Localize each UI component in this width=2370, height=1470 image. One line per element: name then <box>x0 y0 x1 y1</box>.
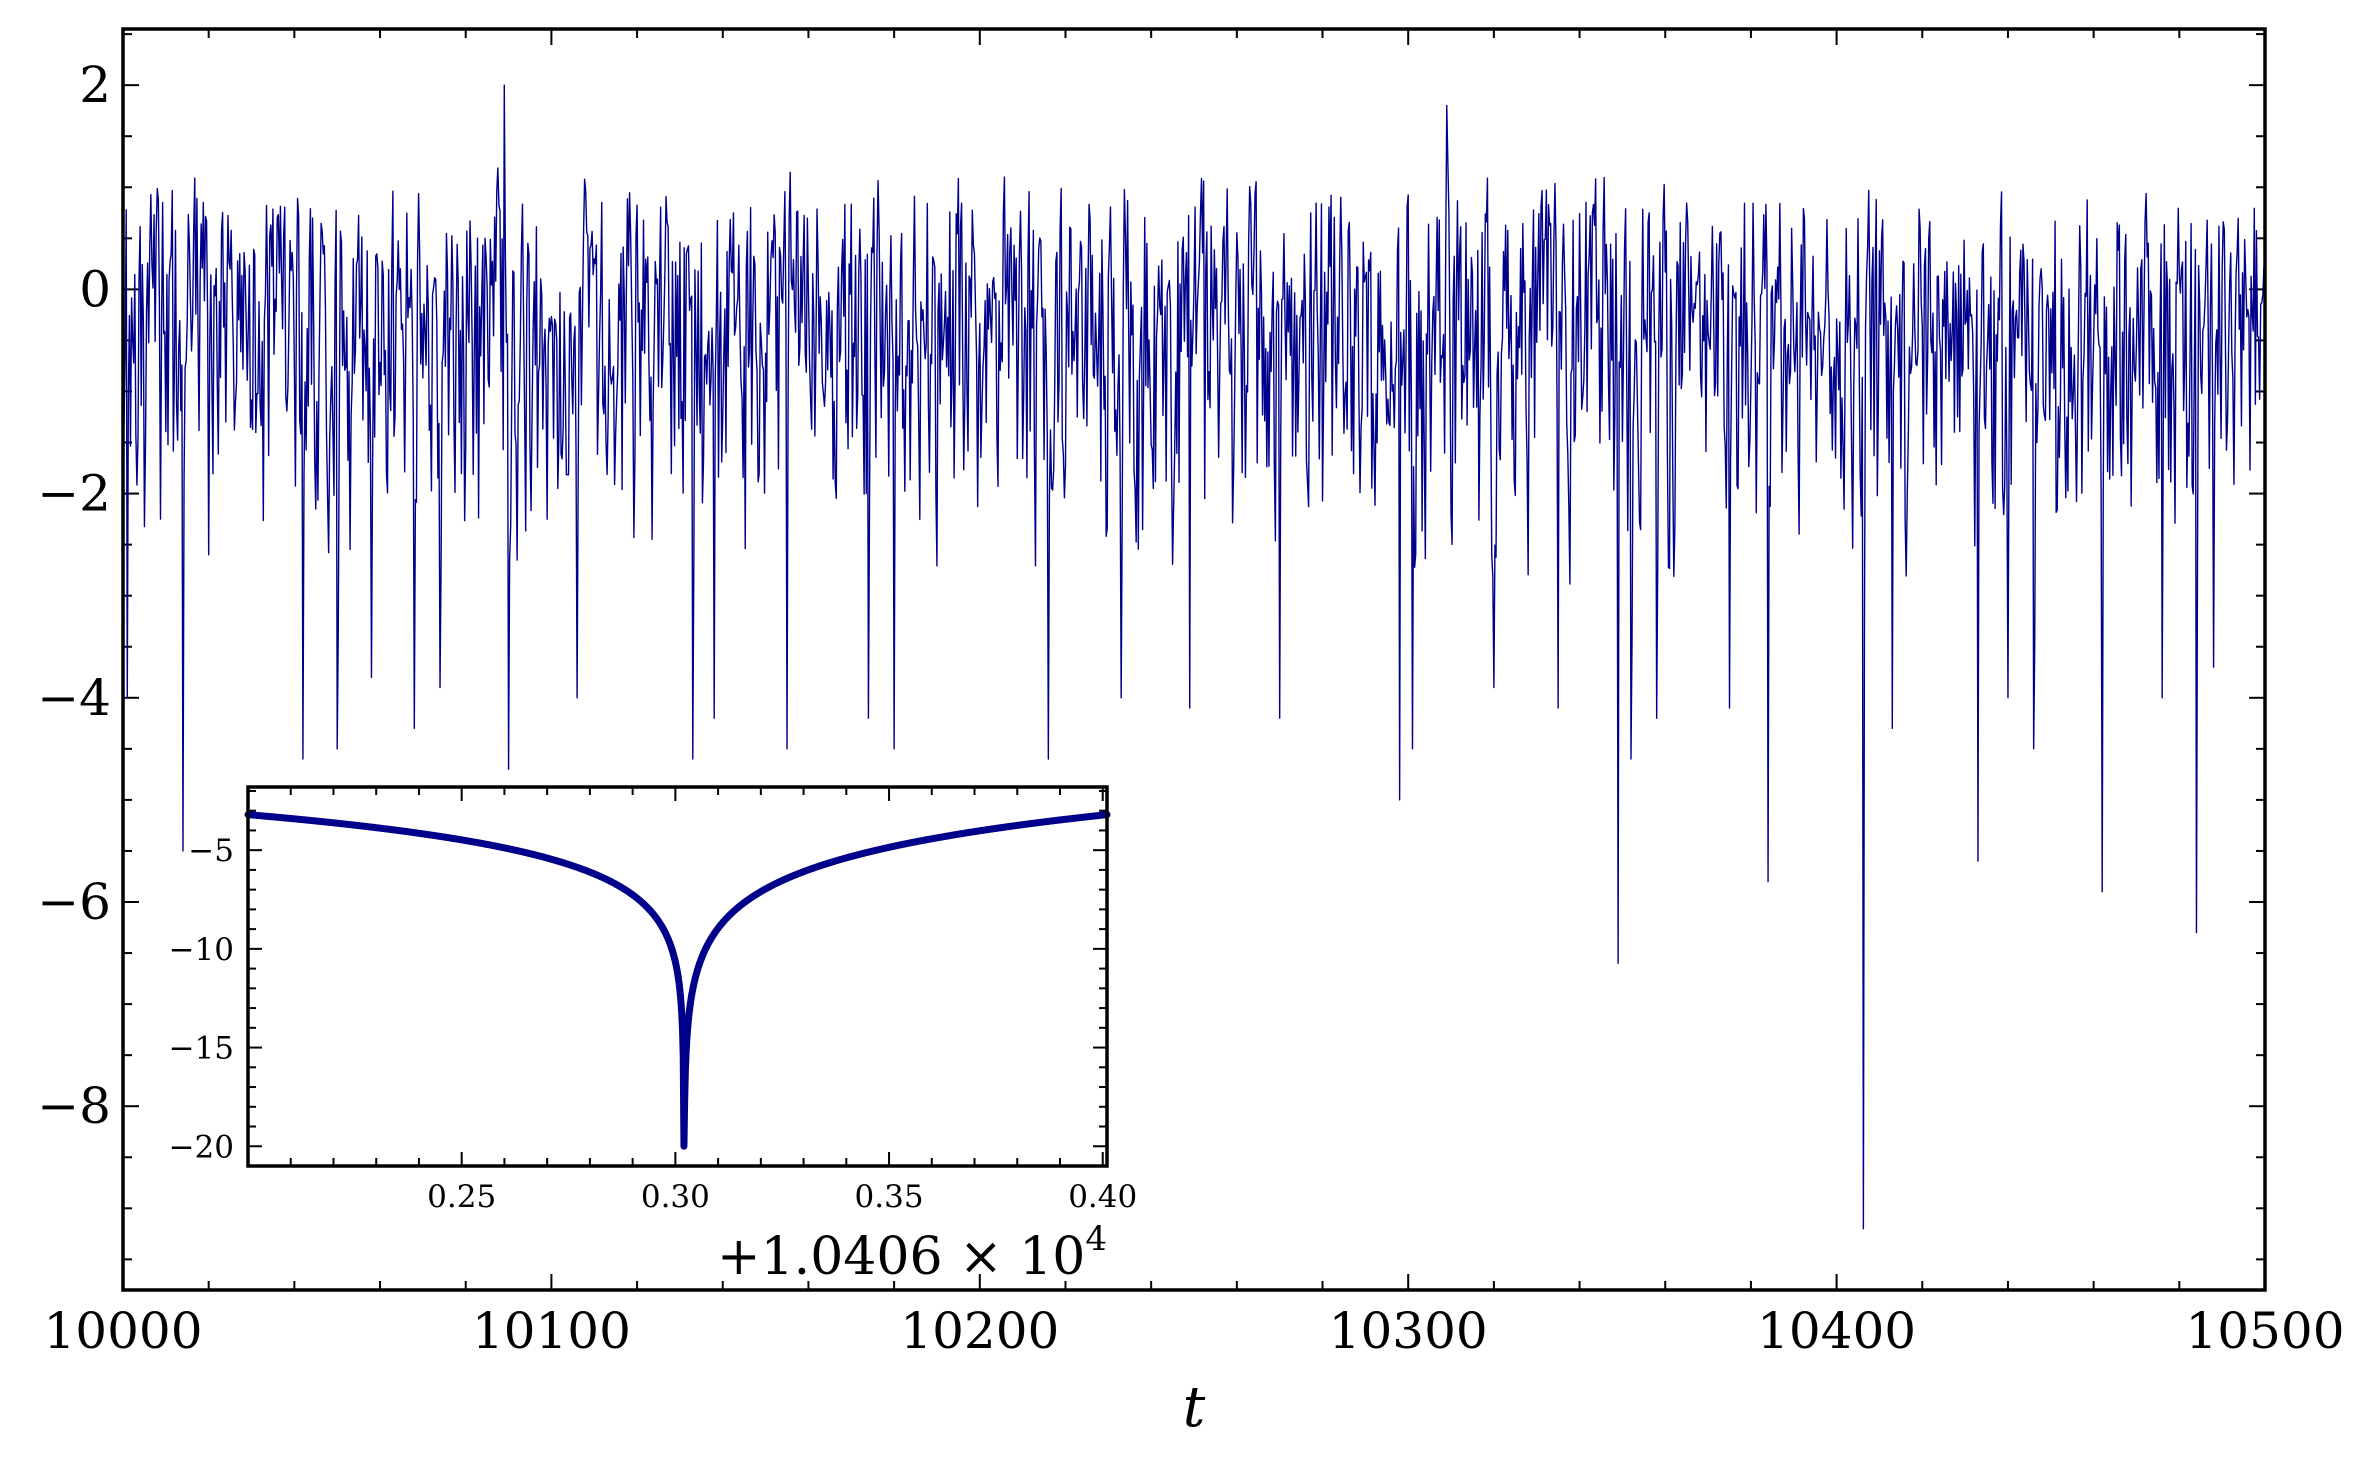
inset-plot-frame <box>246 785 1109 1168</box>
inset-x-tick-label: 0.30 <box>641 1179 710 1215</box>
inset-series-line <box>244 811 1111 1150</box>
inset-x-tick-label: 0.25 <box>427 1179 496 1215</box>
x-tick-label: 10200 <box>900 1302 1059 1360</box>
main-y-tick-labels: 2 0 −2 −4 −6 −8 <box>37 56 111 1135</box>
inset-axis-ticks <box>247 787 1107 1167</box>
offset-exponent: 4 <box>1085 1219 1107 1259</box>
inset-x-tick-label: 0.40 <box>1068 1179 1137 1215</box>
y-tick-label: 0 <box>79 260 111 318</box>
main-x-tick-labels: 10000 10100 10200 10300 10400 10500 <box>43 1302 2344 1360</box>
main-series-line <box>122 84 2266 1230</box>
y-tick-label: 2 <box>79 56 111 114</box>
y-tick-label: −4 <box>37 669 111 727</box>
main-plot-frame <box>121 27 2267 1292</box>
inset-y-tick-label: −10 <box>169 932 234 968</box>
y-tick-label: −2 <box>37 465 111 523</box>
y-tick-label: −6 <box>37 873 111 931</box>
inset-x-tick-labels: 0.25 0.30 0.35 0.40 <box>427 1179 1137 1215</box>
inset-y-tick-label: −20 <box>169 1129 234 1165</box>
x-tick-label: 10000 <box>43 1302 202 1360</box>
inset-plot-panel: 0.25 0.30 0.35 0.40 −5 −10 −15 −20 +1.0406 × 1… <box>169 785 1137 1287</box>
inset-x-offset-label: +1.0406 × 104 <box>717 1219 1107 1287</box>
inset-y-tick-label: −15 <box>169 1031 234 1067</box>
x-tick-label: 10300 <box>1329 1302 1488 1360</box>
x-tick-label: 10500 <box>2185 1302 2344 1360</box>
inset-x-tick-label: 0.35 <box>855 1179 924 1215</box>
offset-text: +1.0406 × 10 <box>717 1227 1085 1287</box>
x-tick-label: 10100 <box>472 1302 631 1360</box>
inset-y-tick-label: −5 <box>188 833 234 869</box>
x-tick-label: 10400 <box>1757 1302 1916 1360</box>
main-plot-panel: 10000 10100 10200 10300 10400 10500 20−2−4−6−… <box>37 27 2345 1440</box>
x-axis-title: t <box>1183 1375 1206 1440</box>
y-tick-label: −8 <box>37 1077 111 1135</box>
inset-y-tick-labels: −5 −10 −15 −20 <box>169 833 234 1165</box>
